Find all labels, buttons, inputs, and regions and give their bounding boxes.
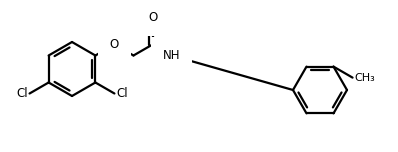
Text: CH₃: CH₃	[355, 73, 375, 83]
Text: NH: NH	[163, 49, 180, 62]
Text: Cl: Cl	[117, 87, 128, 100]
Text: O: O	[110, 38, 119, 51]
Text: O: O	[148, 11, 157, 24]
Text: Cl: Cl	[16, 87, 27, 100]
